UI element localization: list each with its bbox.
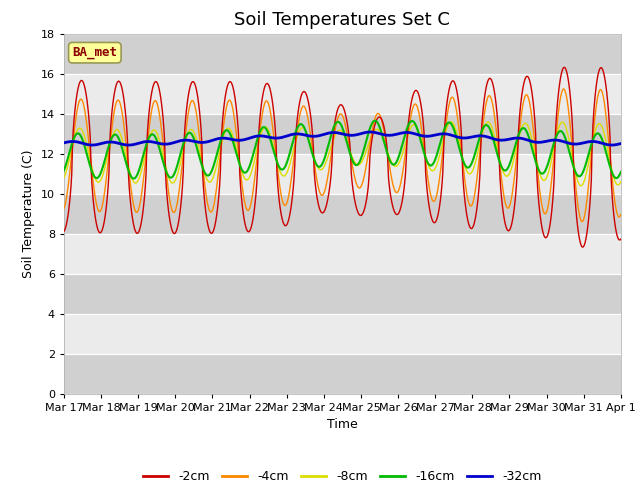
-4cm — [578, 219, 586, 225]
-8cm — [60, 175, 68, 180]
-32cm — [617, 141, 625, 146]
-8cm — [127, 174, 135, 180]
-8cm — [70, 136, 78, 142]
Line: -32cm: -32cm — [64, 132, 621, 145]
Bar — [64, 234, 621, 274]
-4cm — [559, 86, 567, 92]
-32cm — [428, 133, 436, 139]
-16cm — [60, 168, 68, 173]
-4cm — [60, 205, 68, 211]
-4cm — [410, 102, 418, 108]
-2cm — [617, 236, 625, 242]
Bar — [64, 114, 621, 154]
-2cm — [426, 210, 434, 216]
-4cm — [214, 179, 221, 185]
-4cm — [426, 190, 434, 196]
Line: -2cm: -2cm — [64, 67, 621, 247]
-8cm — [426, 166, 434, 172]
-8cm — [214, 159, 221, 165]
-4cm — [70, 130, 78, 136]
-2cm — [579, 244, 587, 250]
Bar — [64, 34, 621, 73]
Bar — [64, 193, 621, 234]
-32cm — [214, 136, 222, 142]
-4cm — [127, 189, 135, 194]
-32cm — [185, 137, 193, 143]
-2cm — [561, 64, 568, 70]
Line: -8cm: -8cm — [64, 122, 621, 186]
-16cm — [130, 176, 138, 181]
-2cm — [214, 207, 221, 213]
-2cm — [127, 207, 135, 213]
-16cm — [127, 174, 135, 180]
Line: -16cm: -16cm — [64, 120, 621, 179]
-32cm — [128, 142, 136, 148]
Line: -4cm: -4cm — [64, 89, 621, 222]
Legend: -2cm, -4cm, -8cm, -16cm, -32cm: -2cm, -4cm, -8cm, -16cm, -32cm — [138, 465, 547, 480]
-8cm — [447, 119, 455, 125]
-8cm — [410, 122, 418, 128]
-2cm — [184, 96, 192, 101]
Bar — [64, 313, 621, 354]
-32cm — [70, 139, 78, 144]
-32cm — [60, 140, 68, 146]
X-axis label: Time: Time — [327, 418, 358, 431]
-2cm — [410, 90, 418, 96]
Title: Soil Temperatures Set C: Soil Temperatures Set C — [234, 11, 451, 29]
-16cm — [185, 130, 193, 136]
Bar — [64, 274, 621, 313]
-8cm — [184, 131, 192, 136]
-16cm — [371, 118, 379, 123]
-16cm — [617, 169, 625, 175]
-16cm — [428, 162, 436, 168]
-8cm — [617, 179, 625, 184]
-4cm — [184, 113, 192, 119]
-16cm — [412, 122, 419, 128]
-32cm — [412, 131, 419, 137]
-16cm — [214, 146, 222, 152]
-32cm — [125, 142, 133, 148]
-4cm — [617, 212, 625, 217]
Bar — [64, 73, 621, 114]
-2cm — [70, 117, 78, 122]
-16cm — [70, 135, 78, 141]
Bar — [64, 154, 621, 193]
Text: BA_met: BA_met — [72, 46, 117, 59]
-32cm — [366, 129, 374, 135]
Y-axis label: Soil Temperature (C): Soil Temperature (C) — [22, 149, 35, 278]
Bar — [64, 354, 621, 394]
-8cm — [577, 183, 585, 189]
-2cm — [60, 228, 68, 234]
